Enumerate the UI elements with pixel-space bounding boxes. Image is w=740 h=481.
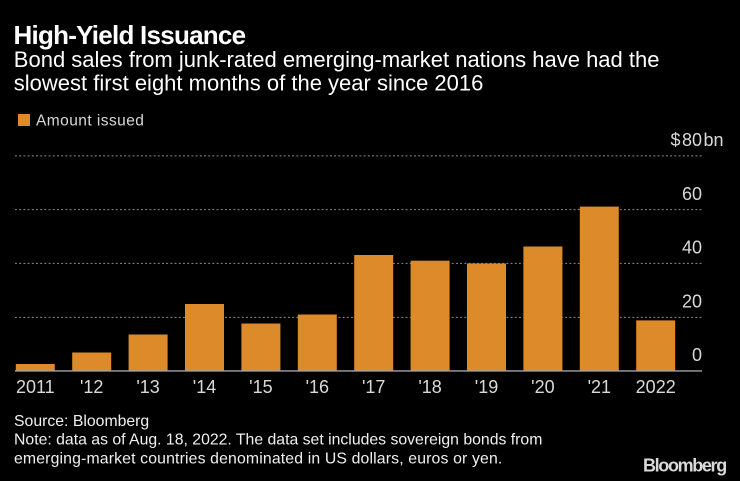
svg-text:2022: 2022 <box>636 377 676 397</box>
svg-text:2011: 2011 <box>16 377 55 397</box>
svg-text:20: 20 <box>682 291 702 311</box>
svg-text:'16: '16 <box>306 377 329 397</box>
svg-text:slowest first eight months of: slowest first eight months of the year s… <box>14 71 484 96</box>
svg-text:'18: '18 <box>418 377 441 397</box>
svg-text:High-Yield Issuance: High-Yield Issuance <box>14 20 246 50</box>
svg-text:40: 40 <box>682 238 702 258</box>
svg-text:bn: bn <box>704 130 724 150</box>
svg-text:Bond sales from junk-rated eme: Bond sales from junk-rated emerging-mark… <box>14 47 660 72</box>
svg-text:0: 0 <box>692 345 702 365</box>
svg-text:Source: Bloomberg: Source: Bloomberg <box>14 413 149 430</box>
svg-text:60: 60 <box>682 184 702 204</box>
svg-text:'13: '13 <box>136 377 159 397</box>
svg-text:Note: data as of Aug. 18, 2022: Note: data as of Aug. 18, 2022. The data… <box>14 432 542 449</box>
svg-text:'19: '19 <box>475 377 498 397</box>
svg-text:'20: '20 <box>531 377 554 397</box>
svg-text:'17: '17 <box>362 377 385 397</box>
svg-text:Amount issued: Amount issued <box>36 113 144 130</box>
svg-text:'14: '14 <box>193 377 216 397</box>
svg-text:$ 80: $ 80 <box>670 130 702 150</box>
svg-text:emerging-market countries deno: emerging-market countries denominated in… <box>14 451 502 468</box>
svg-text:Bloomberg: Bloomberg <box>643 456 726 476</box>
svg-text:'21: '21 <box>588 377 611 397</box>
svg-text:'15: '15 <box>249 377 272 397</box>
svg-text:'12: '12 <box>80 377 103 397</box>
